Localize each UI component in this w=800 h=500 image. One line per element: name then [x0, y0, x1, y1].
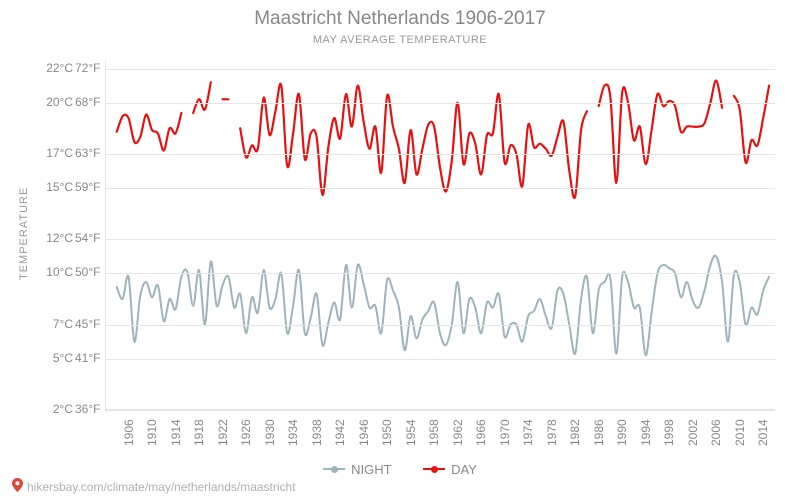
x-tick: 1986 [592, 419, 606, 446]
x-tick: 2006 [709, 419, 723, 446]
y-tick-celsius: 7°C [25, 317, 73, 331]
x-tick: 1970 [498, 419, 512, 446]
chart-title: Maastricht Netherlands 1906-2017 [0, 8, 800, 30]
y-tick-celsius: 5°C [25, 351, 73, 365]
x-tick: 1914 [169, 419, 183, 446]
x-tick: 1934 [286, 419, 300, 446]
gridline [105, 273, 775, 274]
x-tick: 1926 [239, 419, 253, 446]
y-tick-fahrenheit: 63°F [75, 146, 100, 160]
gridline [105, 154, 775, 155]
y-tick-fahrenheit: 68°F [75, 95, 100, 109]
x-tick: 1990 [615, 419, 629, 446]
x-tick: 1974 [521, 419, 535, 446]
map-pin-icon [12, 478, 23, 495]
y-tick-fahrenheit: 50°F [75, 265, 100, 279]
gridline [105, 103, 775, 104]
gridline [105, 410, 775, 411]
series-line-day [599, 80, 722, 182]
y-tick-celsius: 17°C [25, 146, 73, 160]
series-line-night [117, 256, 769, 356]
chart-subtitle: MAY AVERAGE TEMPERATURE [0, 34, 800, 46]
gridline [105, 359, 775, 360]
x-tick: 2014 [756, 419, 770, 446]
temperature-chart: Maastricht Netherlands 1906-2017 MAY AVE… [0, 0, 800, 500]
x-tick: 2002 [686, 419, 700, 446]
y-tick-fahrenheit: 54°F [75, 231, 100, 245]
x-tick: 1966 [474, 419, 488, 446]
y-tick-fahrenheit: 41°F [75, 351, 100, 365]
series-line-day [193, 82, 211, 113]
x-tick: 1922 [216, 419, 230, 446]
y-tick-celsius: 2°C [25, 402, 73, 416]
gridline [105, 239, 775, 240]
legend-swatch-night [323, 468, 345, 470]
legend: NIGHT DAY [0, 458, 800, 477]
y-tick-fahrenheit: 72°F [75, 61, 100, 75]
gridline [105, 325, 775, 326]
x-tick: 1930 [263, 419, 277, 446]
y-tick-fahrenheit: 59°F [75, 180, 100, 194]
attribution: hikersbay.com/climate/may/netherlands/ma… [12, 478, 296, 495]
series-line-day [117, 113, 182, 151]
legend-item-day: DAY [423, 462, 477, 477]
gridline [105, 69, 775, 70]
y-tick-celsius: 20°C [25, 95, 73, 109]
y-tick-celsius: 10°C [25, 265, 73, 279]
y-tick-fahrenheit: 36°F [75, 402, 100, 416]
y-tick-celsius: 12°C [25, 231, 73, 245]
x-tick: 1998 [662, 419, 676, 446]
series-line-day [734, 86, 769, 164]
x-tick: 2010 [733, 419, 747, 446]
y-tick-celsius: 22°C [25, 61, 73, 75]
y-tick-celsius: 15°C [25, 180, 73, 194]
legend-item-night: NIGHT [323, 462, 391, 477]
y-tick-fahrenheit: 45°F [75, 317, 100, 331]
series-line-day [240, 84, 587, 198]
x-tick: 1958 [427, 419, 441, 446]
x-tick: 1918 [192, 419, 206, 446]
plot-area [105, 60, 775, 410]
x-tick: 1950 [380, 419, 394, 446]
legend-dot-day [431, 466, 438, 473]
chart-svg [105, 60, 775, 410]
attribution-text: hikersbay.com/climate/may/netherlands/ma… [27, 480, 296, 494]
legend-label-night: NIGHT [351, 462, 391, 477]
x-tick: 1962 [451, 419, 465, 446]
x-tick: 1978 [545, 419, 559, 446]
x-tick: 1906 [122, 419, 136, 446]
x-tick: 1910 [145, 419, 159, 446]
x-tick: 1942 [333, 419, 347, 446]
x-tick: 1946 [357, 419, 371, 446]
x-tick: 1954 [404, 419, 418, 446]
x-tick: 1938 [310, 419, 324, 446]
x-tick: 1994 [639, 419, 653, 446]
legend-label-day: DAY [451, 462, 477, 477]
x-tick: 1982 [568, 419, 582, 446]
legend-dot-night [331, 466, 338, 473]
legend-swatch-day [423, 468, 445, 470]
gridline [105, 188, 775, 189]
